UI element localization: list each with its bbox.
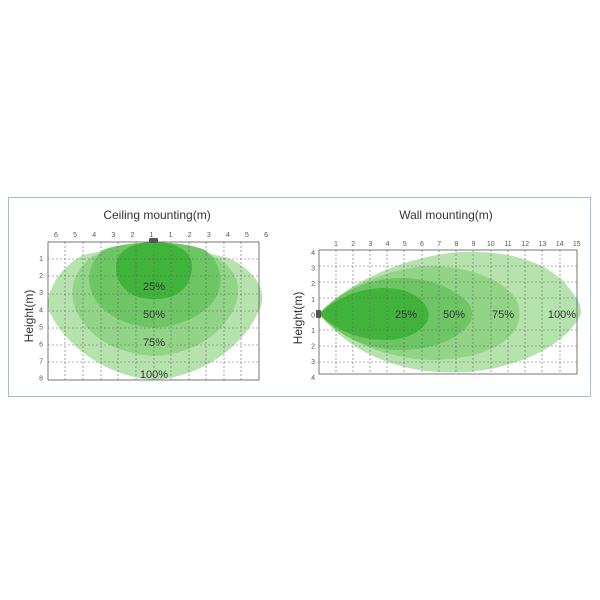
ceiling-left-tick-4: 5 — [39, 324, 43, 331]
ceiling-left-tick-1: 2 — [39, 273, 43, 280]
ceiling-left-ticks: 1 2 3 4 5 6 7 8 — [39, 256, 43, 383]
ceiling-top-ticks: 6 5 4 3 2 1 1 2 3 4 5 6 — [54, 232, 268, 239]
ceiling-top-tick-10: 5 — [245, 232, 249, 239]
wall-top-tick-6: 7 — [437, 241, 441, 248]
ceiling-title: Ceiling mounting(m) — [103, 208, 210, 222]
wall-top-tick-7: 8 — [454, 241, 458, 248]
ceiling-left-tick-3: 4 — [39, 307, 43, 314]
ceiling-left-tick-7: 8 — [39, 376, 43, 383]
ceiling-top-tick-9: 4 — [226, 232, 230, 239]
wall-y-axis-label: Height(m) — [291, 292, 305, 345]
wall-top-tick-5: 6 — [420, 241, 424, 248]
wall-top-tick-11: 12 — [521, 241, 529, 248]
ceiling-chart: Ceiling mounting(m) Height(m) 6 5 4 3 2 1 1 2 3 4… — [22, 208, 268, 383]
ceiling-label-25: 25% — [143, 281, 165, 293]
wall-top-tick-2: 3 — [368, 241, 372, 248]
wall-top-tick-14: 15 — [573, 241, 581, 248]
wall-left-tick-0: 4 — [311, 250, 315, 257]
ceiling-grid — [48, 242, 259, 380]
ceiling-top-tick-5: 1 — [150, 232, 154, 239]
ceiling-top-tick-4: 2 — [130, 232, 134, 239]
ceiling-left-tick-0: 1 — [39, 256, 43, 263]
ceiling-top-tick-7: 2 — [188, 232, 192, 239]
ceiling-sensor-icon — [149, 238, 158, 243]
wall-left-tick-4: 0 — [311, 312, 315, 319]
ceiling-left-tick-6: 7 — [39, 359, 43, 366]
wall-left-tick-5: 1 — [311, 328, 315, 335]
wall-label-100: 100% — [548, 309, 576, 321]
wall-grid — [319, 250, 577, 374]
ceiling-top-tick-1: 5 — [73, 232, 77, 239]
wall-chart: Wall mounting(m) Height(m) 1 2 3 4 5 6 7 8 9 10 11… — [291, 208, 581, 382]
wall-top-tick-1: 2 — [351, 241, 355, 248]
wall-label-50: 50% — [443, 309, 465, 321]
ceiling-y-axis-label: Height(m) — [22, 290, 36, 343]
wall-label-25: 25% — [395, 309, 417, 321]
ceiling-label-75: 75% — [143, 337, 165, 349]
wall-left-tick-3: 1 — [311, 297, 315, 304]
ceiling-left-tick-5: 6 — [39, 342, 43, 349]
wall-left-tick-1: 3 — [311, 266, 315, 273]
wall-left-tick-2: 2 — [311, 281, 315, 288]
wall-left-tick-7: 3 — [311, 359, 315, 366]
wall-top-tick-8: 9 — [472, 241, 476, 248]
ceiling-top-tick-6: 1 — [169, 232, 173, 239]
wall-left-tick-8: 4 — [311, 375, 315, 382]
ceiling-label-100: 100% — [140, 369, 168, 381]
wall-top-tick-4: 5 — [403, 241, 407, 248]
wall-top-tick-3: 4 — [386, 241, 390, 248]
wall-top-tick-13: 14 — [556, 241, 564, 248]
ceiling-top-tick-3: 3 — [111, 232, 115, 239]
ceiling-label-50: 50% — [143, 309, 165, 321]
wall-left-ticks: 4 3 2 1 0 1 2 3 4 — [311, 250, 315, 382]
ceiling-top-tick-0: 6 — [54, 232, 58, 239]
wall-top-tick-0: 1 — [334, 241, 338, 248]
wall-sensor-icon — [316, 310, 321, 318]
wall-top-tick-10: 11 — [504, 241, 511, 248]
wall-top-tick-12: 13 — [539, 241, 547, 248]
ceiling-top-tick-11: 6 — [264, 232, 268, 239]
wall-zone-25 — [319, 288, 429, 340]
ceiling-left-tick-2: 3 — [39, 290, 43, 297]
ceiling-top-tick-8: 3 — [207, 232, 211, 239]
wall-left-tick-6: 2 — [311, 344, 315, 351]
ceiling-top-tick-2: 4 — [92, 232, 96, 239]
wall-label-75: 75% — [492, 309, 514, 321]
wall-title: Wall mounting(m) — [399, 208, 493, 222]
wall-top-tick-9: 10 — [487, 241, 495, 248]
wall-top-ticks: 1 2 3 4 5 6 7 8 9 10 11 12 13 14 15 — [334, 241, 581, 248]
